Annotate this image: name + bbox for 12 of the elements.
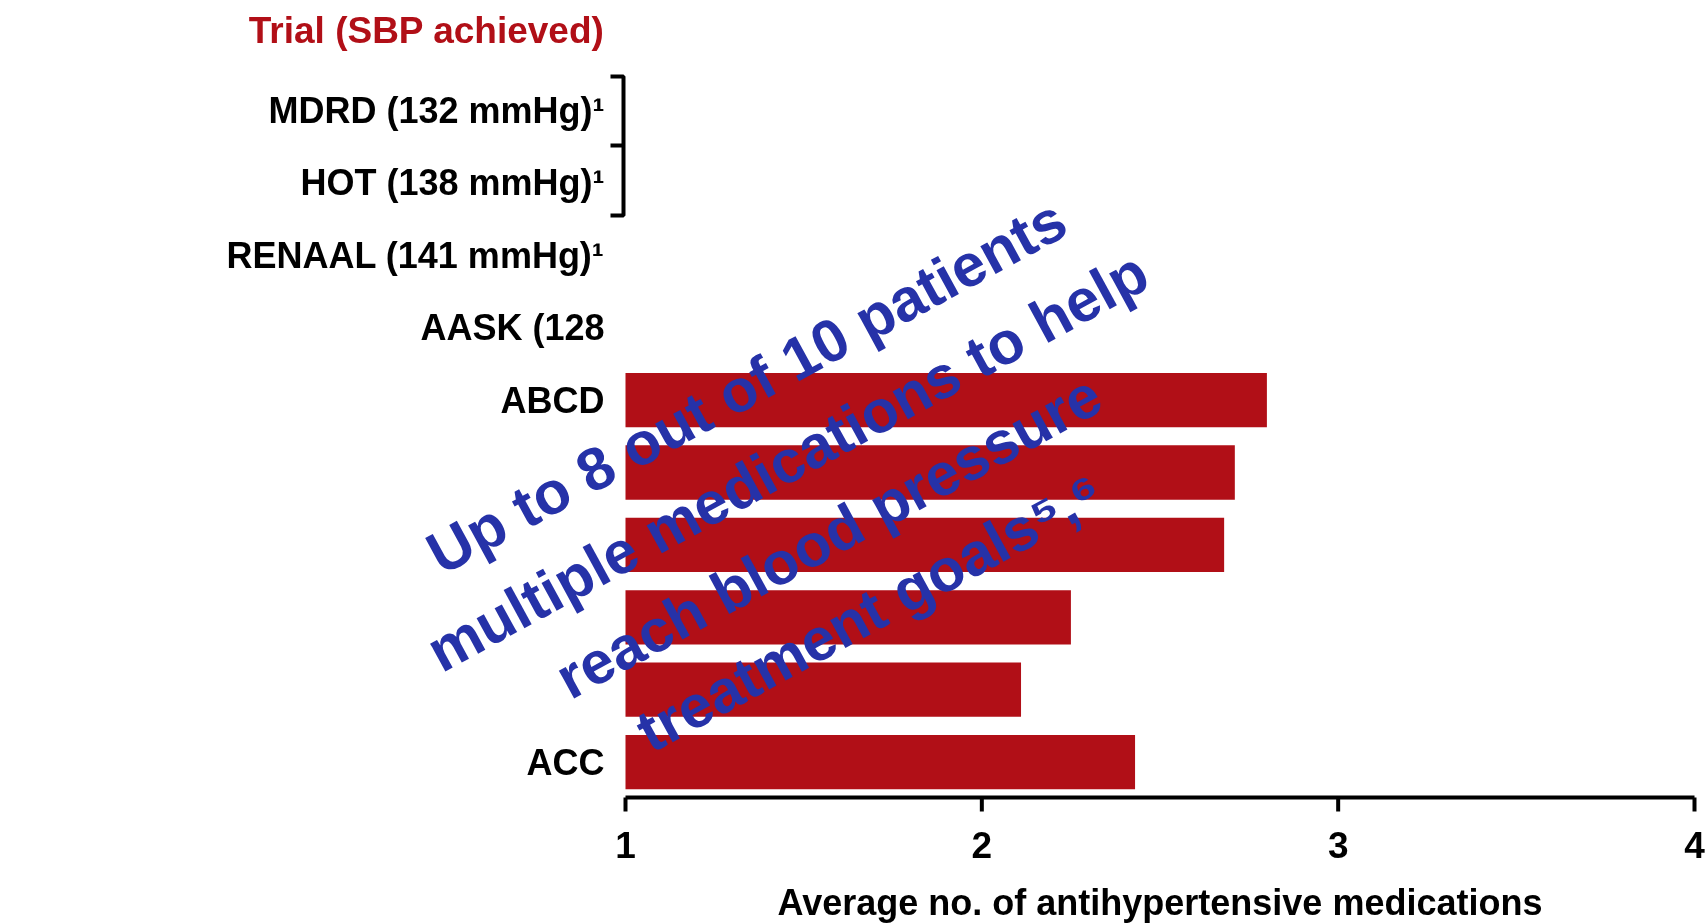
y-tick-label: MDRD (132 mmHg)¹ — [268, 90, 605, 131]
y-tick-label: AASK (128 — [420, 307, 605, 349]
y-tick-label: ACC — [526, 741, 605, 783]
y-tick-label: ABCD — [500, 379, 605, 421]
x-tick-label: 3 — [1327, 824, 1349, 866]
x-tick-label: 2 — [971, 824, 993, 866]
y-tick-label: RENAAL (141 mmHg)¹ — [226, 234, 604, 276]
x-axis-title: Average no. of antihypertensive medications — [777, 882, 1543, 923]
y-axis-title: Trial (SBP achieved) — [248, 10, 604, 51]
y-tick-label: HOT (138 mmHg)¹ — [300, 162, 605, 204]
x-tick-label: 4 — [1684, 824, 1706, 866]
x-tick-label: 1 — [615, 824, 636, 866]
